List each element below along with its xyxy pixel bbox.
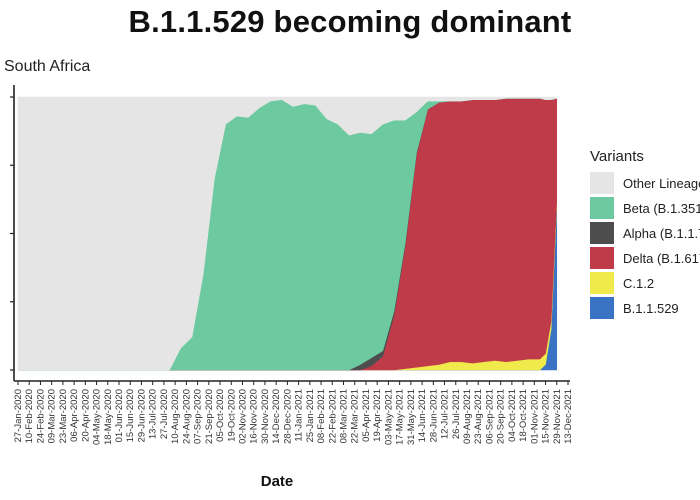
x-tick-label: 11-Jan-2021 xyxy=(294,389,305,442)
x-tick-label: 13-Jul-2020 xyxy=(148,389,159,439)
slide-title: B.1.1.529 becoming dominant xyxy=(128,4,572,39)
x-tick-label: 10-Aug-2020 xyxy=(170,389,181,444)
x-tick-label: 27-Jan-2020 xyxy=(13,389,24,442)
legend-label-delta-b-1-617-2: Delta (B.1.617.2) xyxy=(623,251,700,266)
legend-swatch-b-1-1-529 xyxy=(590,297,614,319)
x-tick-label: 20-Apr-2020 xyxy=(80,389,91,442)
x-tick-label: 06-Apr-2020 xyxy=(69,389,80,442)
x-tick-label: 23-Mar-2020 xyxy=(58,389,69,443)
panel-title: South Africa xyxy=(4,58,91,75)
x-tick-label: 28-Dec-2020 xyxy=(282,389,293,444)
legend-swatch-other-lineages xyxy=(590,172,614,194)
legend-label-other-lineages: Other Lineages xyxy=(623,176,700,191)
x-tick-label: 06-Sep-2021 xyxy=(484,389,495,444)
x-axis-label: Date xyxy=(261,473,294,490)
x-tick-label: 30-Nov-2020 xyxy=(260,389,271,444)
x-tick-label: 17-May-2021 xyxy=(395,389,406,445)
x-tick-label: 08-Feb-2021 xyxy=(316,389,327,443)
x-tick-label: 05-Apr-2021 xyxy=(361,389,372,442)
x-tick-label: 29-Jun-2020 xyxy=(136,389,147,442)
legend-label-alpha-b-1-1-7: Alpha (B.1.1.7) xyxy=(623,226,700,241)
legend-label-b-1-1-529: B.1.1.529 xyxy=(623,301,679,316)
x-tick-label: 15-Nov-2021 xyxy=(541,389,552,444)
x-tick-label: 18-May-2020 xyxy=(103,389,114,445)
x-tick-label: 27-Jul-2020 xyxy=(159,389,170,439)
x-tick-label: 10-Feb-2020 xyxy=(24,389,35,443)
x-tick-label: 01-Jun-2020 xyxy=(114,389,125,442)
x-tick-label: 26-Jul-2021 xyxy=(451,389,462,439)
x-tick-label: 22-Mar-2021 xyxy=(350,389,361,443)
legend-label-beta-b-1-351: Beta (B.1.351) xyxy=(623,201,700,216)
x-tick-label: 01-Nov-2021 xyxy=(529,389,540,444)
x-tick-label: 03-May-2021 xyxy=(383,389,394,445)
x-tick-label: 09-Mar-2020 xyxy=(47,389,58,443)
legend-title: Variants xyxy=(590,148,644,165)
x-tick-label: 12-Jul-2021 xyxy=(440,389,451,439)
legend-swatch-delta-b-1-617-2 xyxy=(590,247,614,269)
x-tick-label: 04-Oct-2021 xyxy=(507,389,518,442)
legend-swatch-alpha-b-1-1-7 xyxy=(590,222,614,244)
x-tick-label: 19-Oct-2020 xyxy=(226,389,237,442)
x-tick-label: 25-Jan-2021 xyxy=(305,389,316,442)
x-tick-label: 05-Oct-2020 xyxy=(215,389,226,442)
legend-swatch-beta-b-1-351 xyxy=(590,197,614,219)
area-other-lineages xyxy=(17,96,558,371)
x-tick-label: 22-Feb-2021 xyxy=(327,389,338,443)
x-tick-label: 07-Sep-2020 xyxy=(193,389,204,444)
x-tick-label: 14-Jun-2021 xyxy=(417,389,428,442)
x-tick-label: 23-Aug-2021 xyxy=(473,389,484,444)
x-tick-label: 04-May-2020 xyxy=(92,389,103,445)
x-tick-label: 09-Aug-2021 xyxy=(462,389,473,444)
x-tick-label: 08-Mar-2021 xyxy=(339,389,350,443)
x-tick-label: 20-Sep-2021 xyxy=(496,389,507,444)
x-tick-label: 13-Dec-2021 xyxy=(563,389,574,444)
x-tick-label: 24-Aug-2020 xyxy=(181,389,192,444)
x-tick-label: 15-Jun-2020 xyxy=(125,389,136,442)
legend-label-c-1-2: C.1.2 xyxy=(623,276,654,291)
x-tick-label: 14-Dec-2020 xyxy=(271,389,282,444)
x-tick-label: 29-Nov-2021 xyxy=(552,389,563,444)
x-tick-label: 28-Jun-2021 xyxy=(428,389,439,442)
x-tick-label: 16-Nov-2020 xyxy=(249,389,260,444)
x-tick-label: 31-May-2021 xyxy=(406,389,417,445)
x-tick-label: 18-Oct-2021 xyxy=(518,389,529,442)
legend-swatch-c-1-2 xyxy=(590,272,614,294)
x-tick-label: 21-Sep-2020 xyxy=(204,389,215,444)
x-tick-label: 02-Nov-2020 xyxy=(237,389,248,444)
x-tick-label: 19-Apr-2021 xyxy=(372,389,383,442)
x-tick-label: 24-Feb-2020 xyxy=(35,389,46,443)
